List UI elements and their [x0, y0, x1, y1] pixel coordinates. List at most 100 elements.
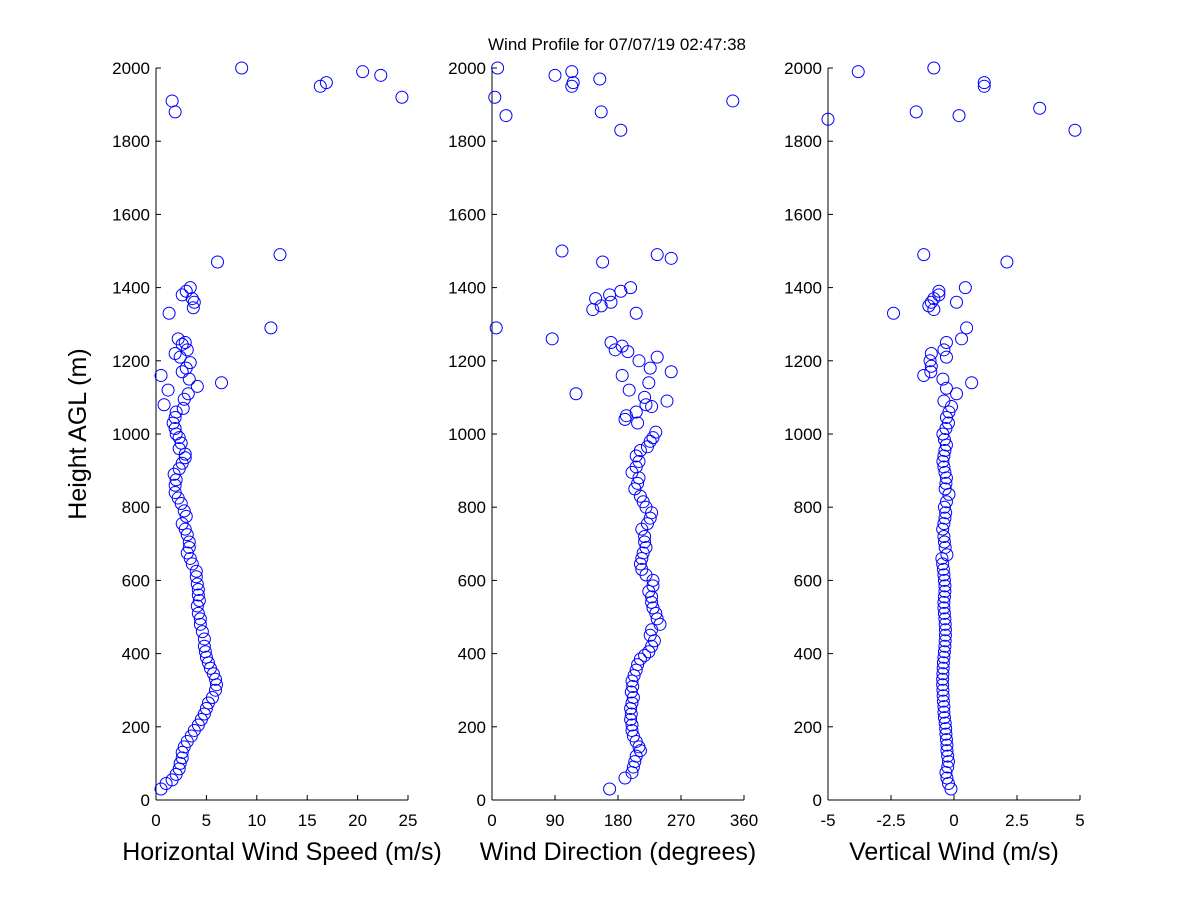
data-point: [183, 281, 197, 295]
data-point: [173, 756, 187, 770]
data-point: [965, 376, 979, 390]
data-point: [205, 691, 219, 705]
y-tick-label: 1000: [784, 425, 822, 444]
data-point: [932, 288, 946, 302]
data-point: [909, 105, 923, 119]
data-point: [273, 248, 287, 262]
data-point: [566, 76, 580, 90]
wind-direction-xlabel: Wind Direction (degrees): [480, 838, 757, 866]
data-point: [955, 332, 969, 346]
y-tick-label: 2000: [784, 59, 822, 78]
data-point: [1000, 255, 1014, 269]
x-tick-label: 25: [399, 811, 418, 830]
data-point: [179, 509, 193, 523]
data-point: [614, 284, 628, 298]
data-point: [940, 771, 954, 785]
data-point: [395, 90, 409, 104]
data-point: [821, 112, 835, 126]
data-point: [603, 288, 617, 302]
data-point: [952, 109, 966, 123]
data-point: [937, 568, 951, 582]
data-point: [939, 422, 953, 436]
data-point: [940, 738, 954, 752]
x-tick-label: -5: [820, 811, 835, 830]
horizontal-wind-speed-points: [154, 61, 409, 796]
data-point: [937, 529, 951, 543]
data-point: [939, 733, 953, 747]
y-tick-label: 2000: [448, 59, 486, 78]
data-point: [922, 299, 936, 313]
horizontal-wind-speed-xlabel: Horizontal Wind Speed (m/s): [122, 838, 442, 866]
data-point: [565, 65, 579, 79]
data-point: [924, 346, 938, 360]
x-tick-label: 0: [487, 811, 496, 830]
data-point: [664, 251, 678, 265]
x-tick-label: 20: [348, 811, 367, 830]
x-tick-label: 2.5: [1005, 811, 1029, 830]
data-point: [189, 564, 203, 578]
data-point: [187, 295, 201, 309]
data-point: [190, 379, 204, 393]
y-tick-label: 800: [458, 498, 486, 517]
data-point: [186, 301, 200, 315]
y-tick-label: 200: [458, 718, 486, 737]
data-point: [175, 288, 189, 302]
y-tick-label: 0: [477, 791, 486, 810]
y-tick-label: 1600: [448, 205, 486, 224]
data-point: [650, 350, 664, 364]
data-point: [624, 707, 638, 721]
y-tick-label: 800: [794, 498, 822, 517]
data-point: [938, 634, 952, 648]
y-tick-label: 1400: [448, 279, 486, 298]
wind-direction-axes: 0 90 180 270 360 0 200 400 600 800 1000 1200 1400 160…: [448, 59, 758, 830]
data-point: [938, 465, 952, 479]
data-point: [939, 506, 953, 520]
data-point: [622, 383, 636, 397]
x-tick-label: -2.5: [876, 811, 905, 830]
data-point: [939, 350, 953, 364]
data-point: [639, 398, 653, 412]
data-point: [650, 248, 664, 262]
data-point: [161, 383, 175, 397]
data-point: [491, 61, 505, 75]
data-point: [851, 65, 865, 79]
data-point: [374, 68, 388, 82]
data-point: [171, 332, 185, 346]
y-tick-label: 600: [458, 571, 486, 590]
data-point: [631, 416, 645, 430]
data-point: [178, 451, 192, 465]
y-tick-label: 400: [458, 645, 486, 664]
data-point: [642, 376, 656, 390]
data-point: [168, 105, 182, 119]
data-point: [189, 570, 203, 584]
x-tick-label: 360: [730, 811, 758, 830]
figure-title: Wind Profile for 07/07/19 02:47:38: [488, 35, 746, 54]
data-point: [938, 579, 952, 593]
data-point: [941, 760, 955, 774]
data-point: [938, 443, 952, 457]
data-point: [165, 94, 179, 108]
data-point: [182, 372, 196, 386]
data-point: [638, 390, 652, 404]
data-point: [631, 476, 645, 490]
y-tick-label: 0: [141, 791, 150, 810]
data-point: [643, 628, 657, 642]
data-point: [488, 90, 502, 104]
data-point: [604, 295, 618, 309]
data-point: [932, 284, 946, 298]
data-point: [589, 292, 603, 306]
y-tick-label: 1400: [112, 279, 150, 298]
data-point: [626, 680, 640, 694]
data-point: [178, 336, 192, 349]
data-point: [937, 645, 951, 659]
data-point: [936, 667, 950, 681]
data-point: [593, 72, 607, 86]
data-point: [172, 431, 186, 445]
data-point: [940, 548, 954, 562]
y-tick-label: 1600: [112, 205, 150, 224]
data-point: [603, 782, 617, 796]
data-point: [937, 460, 951, 474]
data-point: [643, 361, 657, 375]
data-point: [937, 705, 951, 719]
